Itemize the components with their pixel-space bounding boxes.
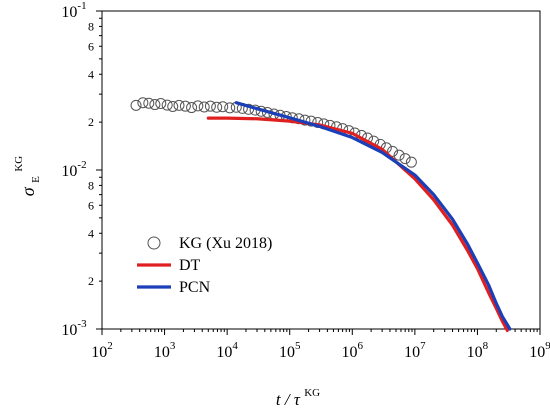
y-minor-tick-label: 4 bbox=[88, 67, 94, 81]
y-tick-label-base: 10 bbox=[61, 163, 77, 180]
x-tick-label: 106 bbox=[342, 340, 364, 361]
data-point bbox=[399, 153, 411, 165]
x-axis-label-sup: KG bbox=[304, 387, 320, 399]
y-minor-tick-label: 8 bbox=[88, 19, 94, 33]
y-tick-label: 10-3 bbox=[61, 318, 87, 339]
y-minor-tick-label: 2 bbox=[88, 115, 94, 129]
series-kg-xu-2018 bbox=[130, 97, 417, 168]
data-point bbox=[143, 97, 155, 109]
x-tick-label-base: 10 bbox=[342, 344, 358, 361]
x-tick-label: 107 bbox=[404, 340, 426, 361]
y-axis-label-sub: E bbox=[30, 176, 42, 183]
series-line-dt bbox=[206, 116, 509, 332]
x-tick-label-exp: 6 bbox=[358, 340, 364, 352]
data-point bbox=[198, 101, 210, 113]
x-tick-label-exp: 7 bbox=[420, 340, 426, 352]
data-point bbox=[405, 156, 417, 168]
y-tick-label-exp: -1 bbox=[77, 0, 86, 12]
x-tick-label: 103 bbox=[154, 340, 176, 361]
series-line-pcn bbox=[234, 101, 512, 331]
data-point bbox=[192, 100, 204, 112]
y-tick-label: 10-1 bbox=[61, 0, 86, 21]
axes-layer: 102 103 104 105 106 107 108 10910-310-210-12468… bbox=[61, 0, 550, 361]
x-tick-label-base: 10 bbox=[404, 344, 420, 361]
y-tick-label-exp: -3 bbox=[77, 318, 87, 330]
x-tick-label: 109 bbox=[529, 340, 550, 361]
x-tick-label-exp: 8 bbox=[483, 340, 489, 352]
y-minor-tick-label: 2 bbox=[88, 274, 94, 288]
x-tick-label-base: 10 bbox=[216, 344, 232, 361]
x-tick-label-base: 10 bbox=[529, 344, 545, 361]
x-axis-label-main: t / τ bbox=[276, 390, 301, 409]
y-axis-label: σ E KG bbox=[13, 156, 43, 197]
data-point bbox=[211, 101, 223, 113]
x-axis-label: t / τ KG bbox=[276, 387, 320, 409]
x-tick-label: 104 bbox=[216, 340, 238, 361]
x-tick-label: 102 bbox=[91, 340, 113, 361]
y-minor-tick-label: 6 bbox=[88, 198, 94, 212]
x-tick-label-base: 10 bbox=[467, 344, 483, 361]
y-tick-label-exp: -2 bbox=[77, 159, 86, 171]
data-point bbox=[161, 99, 173, 111]
x-tick-label-exp: 2 bbox=[107, 340, 113, 352]
data-point bbox=[130, 99, 142, 111]
y-tick-label-base: 10 bbox=[61, 4, 77, 21]
x-tick-label: 108 bbox=[467, 340, 489, 361]
x-tick-label-base: 10 bbox=[279, 344, 295, 361]
y-axis-label-main: σ bbox=[18, 186, 38, 196]
legend-label: KG (Xu 2018) bbox=[179, 235, 272, 252]
data-point bbox=[204, 100, 216, 112]
x-tick-label-exp: 5 bbox=[295, 340, 301, 352]
x-tick-label: 105 bbox=[279, 340, 301, 361]
data-point bbox=[167, 100, 179, 112]
series-layer bbox=[130, 97, 512, 332]
data-point bbox=[149, 99, 161, 111]
x-tick-label-exp: 4 bbox=[232, 340, 238, 352]
y-minor-tick-label: 8 bbox=[88, 178, 94, 192]
data-point bbox=[186, 102, 198, 114]
y-axis-label-sup: KG bbox=[13, 156, 25, 172]
data-point bbox=[393, 149, 405, 161]
y-tick-label: 10-2 bbox=[61, 159, 86, 180]
y-minor-tick-label: 6 bbox=[88, 39, 94, 53]
data-point bbox=[137, 97, 149, 109]
data-point bbox=[217, 101, 229, 113]
legend: KG (Xu 2018) DT PCN bbox=[137, 235, 272, 296]
x-tick-label-base: 10 bbox=[91, 344, 107, 361]
plot-frame bbox=[101, 10, 541, 330]
data-point bbox=[179, 100, 191, 112]
x-tick-label-exp: 9 bbox=[545, 340, 550, 352]
legend-label: PCN bbox=[179, 279, 211, 296]
legend-label: DT bbox=[179, 257, 201, 274]
data-point bbox=[173, 99, 185, 111]
data-point bbox=[224, 102, 236, 114]
x-tick-label-base: 10 bbox=[154, 344, 170, 361]
data-point bbox=[387, 145, 399, 157]
data-point bbox=[155, 97, 167, 109]
y-minor-tick-label: 4 bbox=[88, 226, 94, 240]
y-tick-label-base: 10 bbox=[61, 322, 77, 339]
x-tick-label-exp: 3 bbox=[170, 340, 176, 352]
legend-marker bbox=[147, 236, 161, 250]
